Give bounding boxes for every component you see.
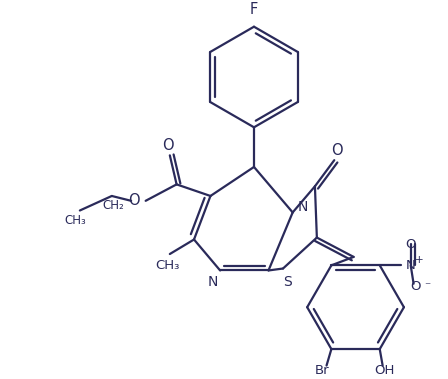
Text: CH₂: CH₂	[103, 199, 125, 212]
Text: Br: Br	[314, 364, 329, 377]
Text: O: O	[128, 193, 140, 208]
Text: N: N	[297, 200, 307, 214]
Text: N: N	[406, 259, 416, 272]
Text: F: F	[250, 2, 258, 17]
Text: +: +	[415, 255, 424, 266]
Text: O: O	[332, 143, 343, 158]
Text: O: O	[405, 238, 416, 251]
Text: CH₃: CH₃	[156, 259, 180, 272]
Text: ⁻: ⁻	[424, 280, 430, 293]
Text: N: N	[207, 275, 218, 289]
Text: OH: OH	[375, 364, 395, 377]
Text: O: O	[410, 280, 421, 293]
Text: S: S	[284, 275, 292, 289]
Text: O: O	[162, 138, 174, 153]
Text: CH₃: CH₃	[64, 214, 86, 227]
